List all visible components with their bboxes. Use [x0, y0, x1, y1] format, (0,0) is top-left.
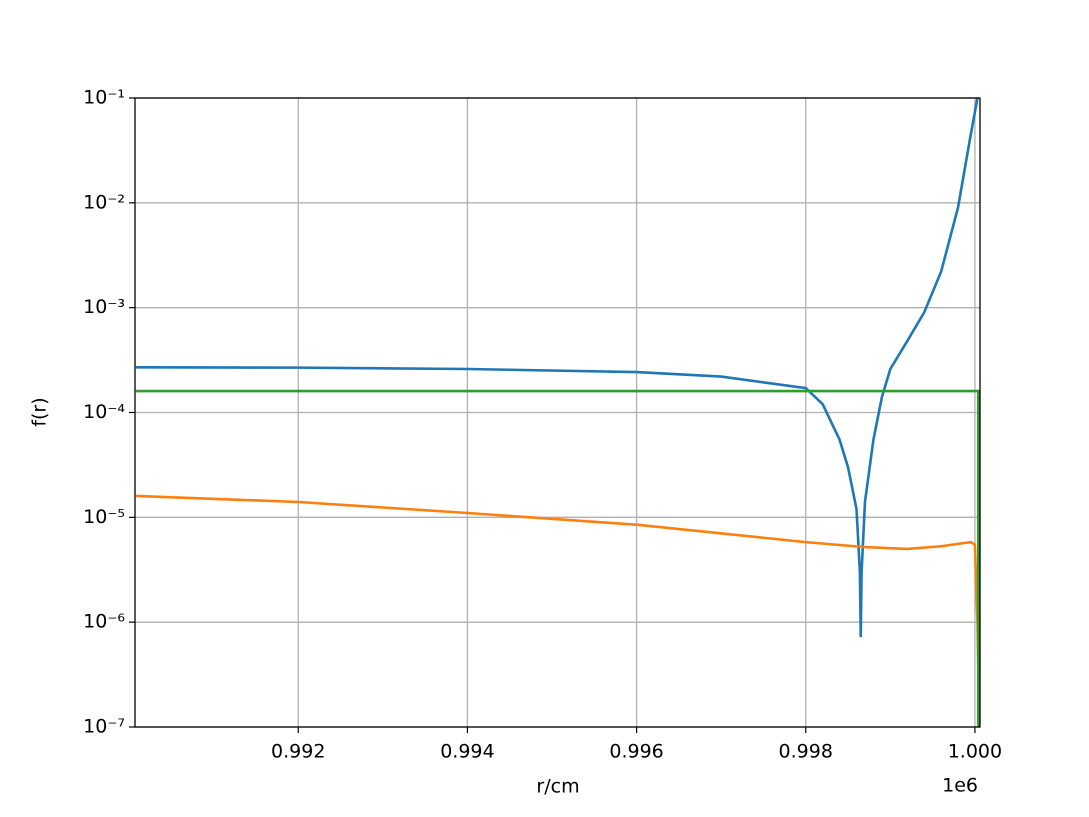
y-axis-label: f(r) [29, 397, 51, 426]
series-line [135, 389, 980, 727]
y-tick-label: 10⁻³ [83, 296, 125, 318]
y-tick-label: 10⁻¹ [83, 87, 125, 109]
y-tick-label: 10⁻⁷ [83, 716, 125, 738]
series-line [135, 98, 979, 638]
x-offset-label: 1e6 [942, 775, 978, 797]
series-line [135, 494, 980, 727]
x-tick-label: 0.998 [779, 741, 833, 763]
x-tick-label: 0.996 [609, 741, 663, 763]
x-tick-label: 0.994 [440, 741, 494, 763]
y-tick-label: 10⁻⁵ [83, 506, 125, 528]
y-tick-label: 10⁻⁴ [83, 401, 125, 423]
x-axis-label: r/cm [536, 776, 579, 798]
x-tick-label: 0.992 [271, 741, 325, 763]
plot-frame [134, 97, 981, 728]
y-tick-label: 10⁻² [83, 191, 125, 213]
x-tick-label: 1.000 [948, 741, 1002, 763]
y-tick-label: 10⁻⁶ [83, 611, 125, 633]
